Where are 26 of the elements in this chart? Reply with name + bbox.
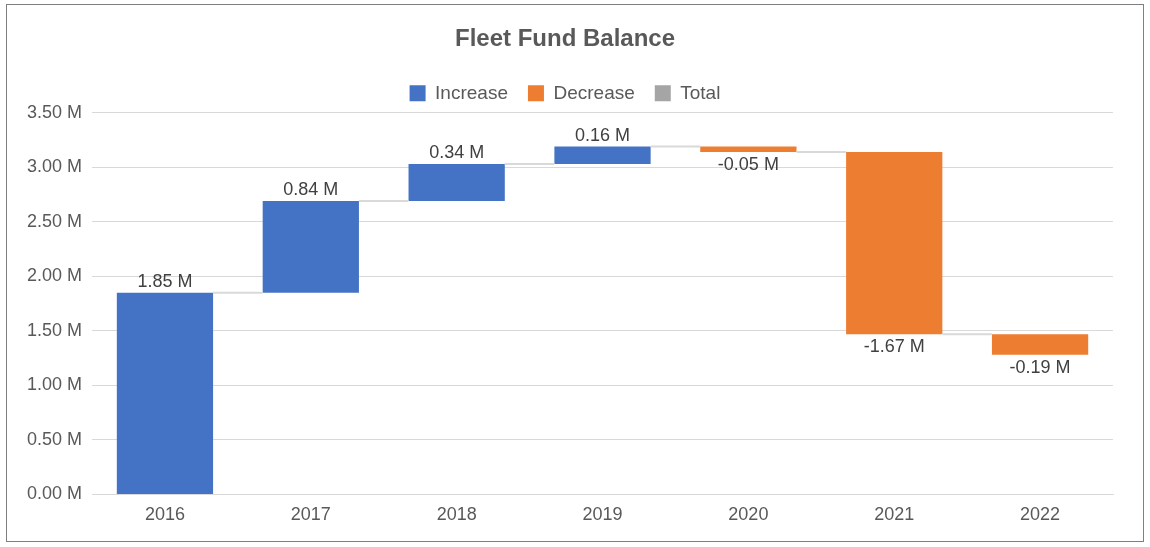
legend-label: Total <box>680 81 721 103</box>
legend-label: Decrease <box>553 81 635 103</box>
y-tick-label: 3.00 M <box>27 156 83 177</box>
x-tick-label: 2016 <box>144 504 185 525</box>
y-tick-label: 1.00 M <box>27 374 83 395</box>
legend-label: Increase <box>435 81 508 103</box>
data-label: -1.67 M <box>863 336 925 357</box>
y-tick-label: 2.50 M <box>27 210 83 231</box>
data-label: 0.34 M <box>429 142 485 163</box>
y-tick-label: 0.50 M <box>27 428 83 449</box>
data-label: 1.85 M <box>137 270 193 291</box>
data-label: -0.19 M <box>1009 356 1071 377</box>
y-tick-label: 1.50 M <box>27 319 83 340</box>
x-tick-label: 2021 <box>874 504 915 525</box>
data-label: 0.16 M <box>575 124 631 145</box>
y-tick-label: 0.00 M <box>27 483 83 504</box>
y-tick-label: 3.50 M <box>27 101 83 122</box>
x-tick-label: 2019 <box>582 504 623 525</box>
chart-title: Fleet Fund Balance <box>454 24 676 52</box>
data-label: 0.84 M <box>283 179 339 200</box>
x-tick-label: 2020 <box>728 504 769 525</box>
x-tick-label: 2017 <box>290 504 331 525</box>
x-tick-label: 2018 <box>436 504 477 525</box>
y-tick-label: 2.00 M <box>27 265 83 286</box>
data-label: -0.05 M <box>717 154 779 175</box>
x-tick-label: 2022 <box>1020 504 1061 525</box>
